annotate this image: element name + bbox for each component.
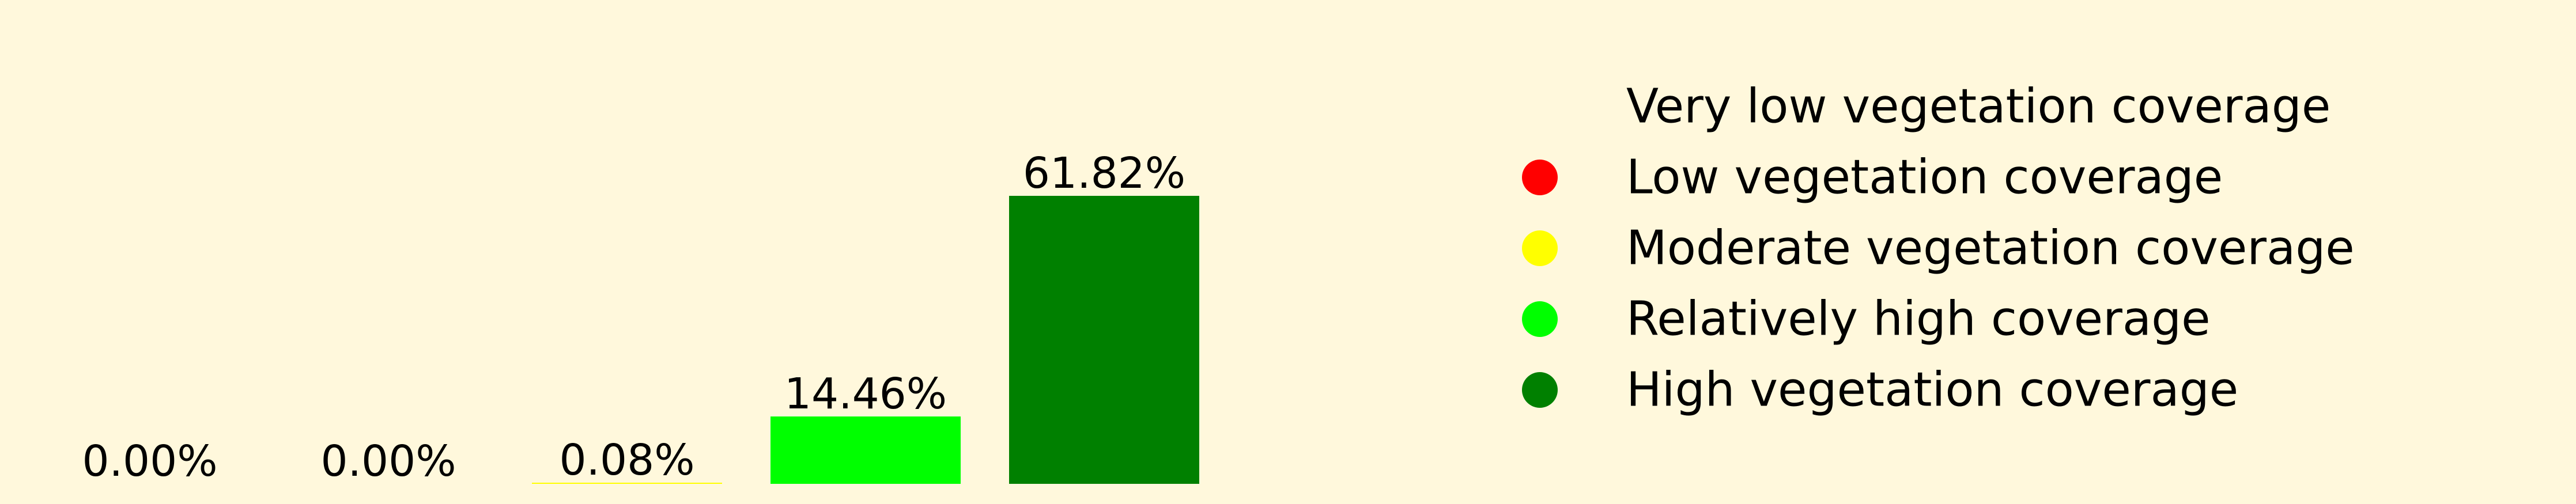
bar-3: [532, 483, 722, 484]
bar-value-label-4: 14.46%: [784, 369, 947, 419]
legend-label-3: Moderate vegetation coverage: [1626, 221, 2355, 276]
legend-marker-5: [1522, 372, 1558, 408]
bar-4: [770, 416, 961, 484]
legend-label-4: Relatively high coverage: [1626, 292, 2211, 347]
bar-5: [1009, 196, 1199, 484]
bar-value-label-3: 0.08%: [559, 435, 694, 485]
legend-marker-3: [1522, 230, 1558, 266]
legend-marker-2: [1522, 160, 1558, 195]
legend-label-5: High vegetation coverage: [1626, 363, 2238, 418]
legend-marker-1: [1522, 89, 1558, 124]
legend: Very low vegetation coverage Low vegetati…: [1522, 79, 2355, 418]
bars-layer: [532, 196, 1199, 484]
data-labels-layer: 0.00% 0.00% 0.08% 14.46% 61.82%: [82, 149, 1185, 486]
bar-value-label-5: 61.82%: [1023, 149, 1185, 198]
bar-value-label-2: 0.00%: [320, 437, 456, 486]
legend-marker-4: [1522, 301, 1558, 337]
legend-label-1: Very low vegetation coverage: [1626, 79, 2331, 134]
bar-value-label-1: 0.00%: [82, 437, 217, 486]
legend-label-2: Low vegetation coverage: [1626, 150, 2223, 205]
